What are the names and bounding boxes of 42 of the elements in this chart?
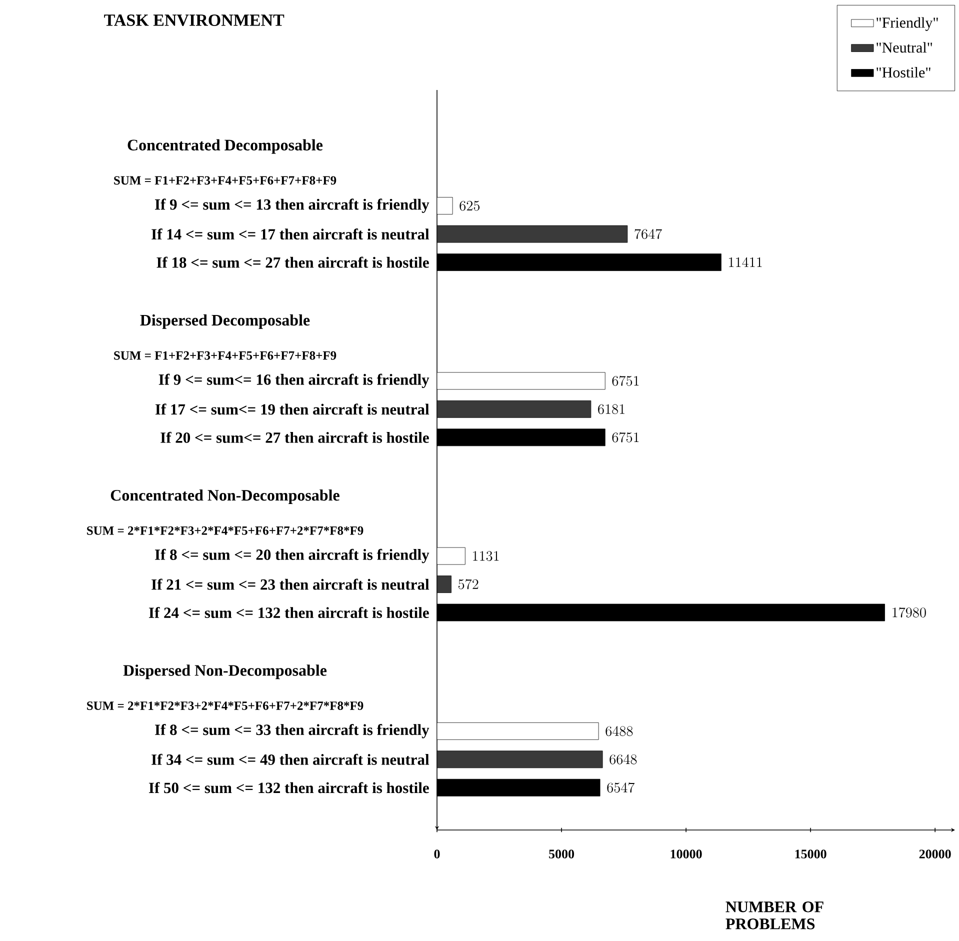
x-tick-label: 5000 (549, 850, 574, 858)
data-label: 1131 (473, 551, 499, 561)
text: Dispersed Decomposable (140, 314, 310, 329)
x-tick-label: 0 (434, 850, 440, 858)
data-label: 6181 (598, 404, 624, 414)
data-label: 6751 (612, 376, 639, 386)
text: Concentrated Non-Decomposable (110, 489, 340, 504)
text: SUM = 2*F1*F2*F3+2*F4*F5+F6+F7+2*F7*F8*F9 (87, 526, 364, 535)
data-label: 17980 (892, 607, 926, 618)
y-tick-label: If 20 <= sum<= 27 then aircraft is hostile (160, 432, 429, 443)
y-tick-label: If 18 <= sum <= 27 then aircraft is hostile (156, 256, 429, 268)
y-tick-label: If 9 <= sum <= 13 then aircraft is friendly (155, 198, 430, 213)
text: SUM = 2*F1*F2*F3+2*F4*F5+F6+F7+2*F7*F8*F9 (87, 702, 364, 710)
data-label: 6547 (607, 782, 635, 793)
data-label: 7647 (634, 228, 662, 239)
y-tick-label: If 24 <= sum <= 132 then aircraft is hostile (148, 606, 429, 618)
data-label: 11411 (729, 257, 762, 267)
data-label: 6488 (606, 726, 633, 736)
y-tick-label: If 14 <= sum <= 17 then aircraft is neutral (152, 228, 430, 240)
y-tick-label: If 50 <= sum <= 132 then aircraft is hostile (148, 782, 429, 794)
data-label: 625 (460, 200, 480, 211)
text: Dispersed Non-Decomposable (123, 664, 327, 680)
legend-label: "Friendly" (876, 17, 938, 31)
text: SUM = F1+F2+F3+F4+F5+F6+F7+F8+F9 (114, 351, 336, 360)
text: SUM = F1+F2+F3+F4+F5+F6+F7+F8+F9 (114, 176, 336, 185)
text: Concentrated Decomposable (128, 139, 323, 154)
y-tick-label: If 21 <= sum <= 23 then aircraft is neutral (152, 578, 430, 590)
data-label: 572 (458, 579, 478, 590)
x-axis-title: NUMBER OF PROBLEMS (726, 902, 824, 930)
x-tick-label: 20000 (919, 850, 951, 858)
y-tick-label: If 8 <= sum <= 20 then aircraft is friendly (155, 548, 430, 564)
x-tick-label: 10000 (670, 850, 702, 858)
y-tick-label: If 8 <= sum <= 33 then aircraft is friendly (155, 724, 430, 738)
data-label: 6751 (612, 432, 639, 442)
y-tick-label: If 9 <= sum<= 16 then aircraft is friendly (158, 374, 430, 388)
legend-label: "Hostile" (876, 67, 930, 78)
legend-label: "Neutral" (876, 42, 932, 53)
text: TASK ENVIRONMENT (104, 14, 284, 26)
x-tick-label: 15000 (795, 850, 826, 858)
y-tick-label: If 34 <= sum <= 49 then aircraft is neutral (152, 754, 430, 765)
data-label: 6648 (610, 754, 637, 764)
y-tick-label: If 17 <= sum<= 19 then aircraft is neutral (155, 404, 430, 415)
